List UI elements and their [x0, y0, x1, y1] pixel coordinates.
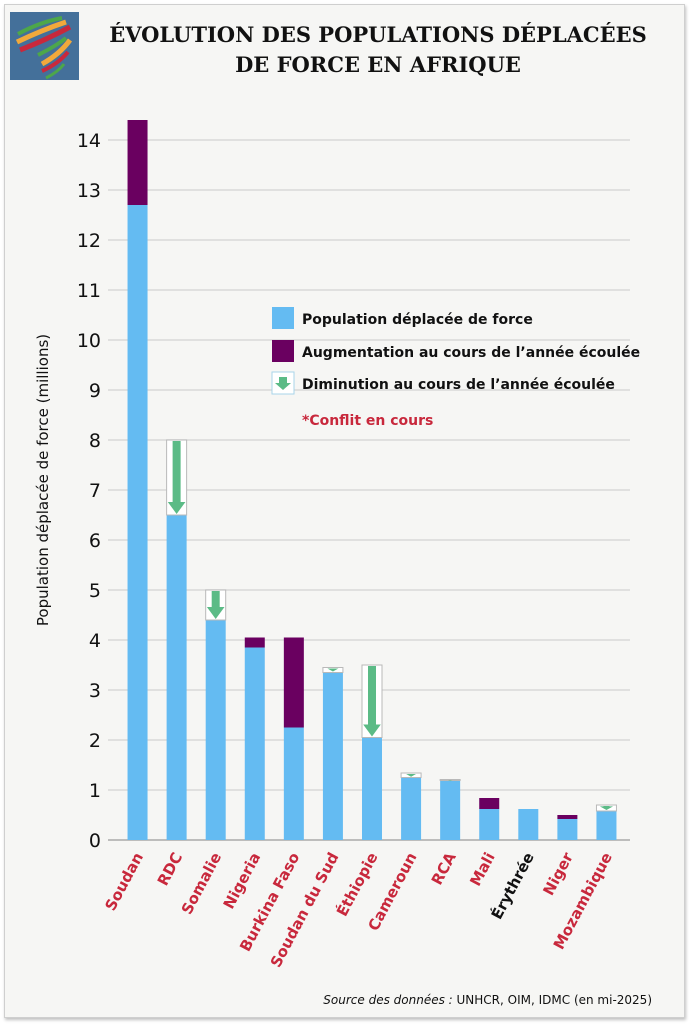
y-tick-label: 5 — [89, 580, 101, 602]
down-arrow-icon — [167, 441, 186, 514]
y-tick-label: 10 — [77, 330, 101, 352]
source-label: Source des données : — [323, 993, 452, 1007]
y-axis-label: Population déplacée de force (millions) — [34, 334, 52, 626]
x-tick-label: Niger — [539, 849, 577, 899]
bar-increase — [283, 637, 304, 728]
bar-base — [596, 811, 617, 840]
y-tick-label: 11 — [77, 280, 101, 302]
bar-base — [244, 647, 265, 840]
y-tick-label: 7 — [89, 480, 101, 502]
down-arrow-icon — [206, 591, 225, 619]
down-arrow-icon — [599, 806, 614, 810]
bar-base — [401, 777, 422, 840]
bar-base — [283, 727, 304, 840]
down-arrow-icon — [406, 774, 417, 777]
bar-base — [557, 819, 578, 840]
bar-base — [322, 672, 343, 840]
y-tick-label: 12 — [77, 230, 101, 252]
x-tick-label: Nigeria — [220, 849, 265, 912]
bar-base — [166, 515, 187, 840]
x-tick-label: Soudan — [101, 849, 147, 913]
x-tick-label: Mali — [466, 849, 498, 889]
bar-base — [518, 809, 539, 840]
x-tick-label: RDC — [154, 849, 186, 888]
legend-decrease: Diminution au cours de l’année écoulée — [302, 377, 615, 393]
down-arrow-icon — [363, 666, 381, 737]
title-line1: ÉVOLUTION DES POPULATIONS DÉPLACÉES — [109, 22, 647, 47]
y-tick-label: 6 — [89, 530, 101, 552]
title-line2: DE FORCE EN AFRIQUE — [235, 52, 521, 77]
bar-base — [127, 205, 148, 840]
bar-base — [362, 737, 382, 840]
chart-frame — [4, 4, 685, 1018]
bars — [127, 120, 617, 840]
y-tick-label: 0 — [89, 830, 101, 852]
y-tick-label: 9 — [89, 380, 101, 402]
bar-increase — [557, 815, 578, 819]
y-tick-label: 14 — [77, 130, 101, 152]
down-arrow-icon — [275, 377, 291, 390]
logo — [10, 12, 79, 80]
down-arrow-icon — [327, 668, 339, 672]
legend-increase: Augmentation au cours de l’année écoulée — [302, 345, 640, 361]
conflict-note: *Conflit en cours — [302, 413, 433, 429]
source: Source des données : UNHCR, OIM, IDMC (e… — [323, 993, 652, 1007]
x-tick-label: RCA — [428, 849, 460, 888]
bar-base — [479, 809, 500, 840]
y-tick-label: 4 — [89, 630, 101, 652]
legend: Population déplacée de force Augmentatio… — [271, 307, 640, 429]
bar-increase — [244, 637, 265, 648]
legend-swatch-base — [272, 307, 294, 329]
bar-increase — [479, 798, 500, 809]
legend-swatch-increase — [272, 340, 294, 362]
y-tick-label: 8 — [89, 430, 101, 452]
y-tick-label: 1 — [89, 780, 101, 802]
legend-base: Population déplacée de force — [302, 312, 533, 328]
y-tick-label: 2 — [89, 730, 101, 752]
y-tick-label: 13 — [77, 180, 101, 202]
bar-decrease-box — [439, 779, 461, 781]
down-arrow-icon — [447, 780, 453, 782]
bar-increase — [127, 120, 148, 205]
y-tick-label: 3 — [89, 680, 101, 702]
bar-base — [205, 620, 226, 840]
source-text: UNHCR, OIM, IDMC (en mi-2025) — [453, 993, 652, 1007]
bar-base — [440, 780, 461, 840]
